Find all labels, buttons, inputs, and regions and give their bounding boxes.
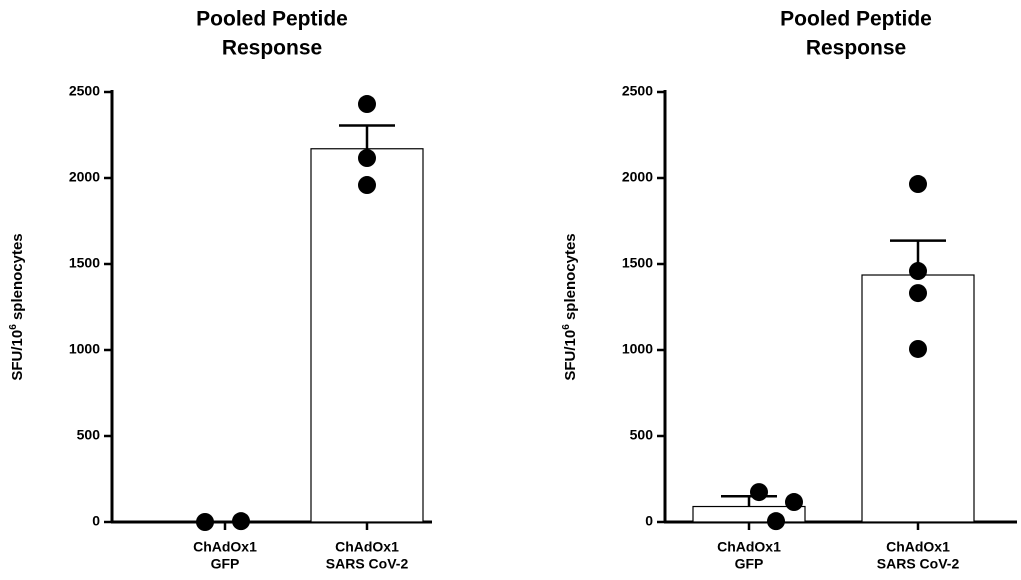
y-axis-label: SFU/106 splenocytes (8, 233, 26, 380)
y-label-rest: splenocytes (9, 233, 26, 324)
data-point (196, 513, 214, 531)
data-point (358, 176, 376, 195)
x-tick-label: GFP (735, 556, 764, 572)
bar (861, 274, 975, 523)
data-point (785, 493, 803, 512)
y-tick-label: 0 (645, 513, 653, 529)
x-tick-label: GFP (211, 556, 240, 572)
y-tick-label: 500 (630, 427, 654, 443)
chart-title: Pooled Peptide (196, 8, 348, 31)
data-point (767, 512, 785, 531)
y-tick-label: 2500 (622, 83, 653, 99)
data-point (358, 149, 376, 168)
y-label-sup: 6 (8, 324, 19, 330)
x-tick-label: SARS CoV-2 (877, 556, 960, 572)
y-tick-label: 2500 (69, 83, 100, 99)
y-tick-label: 500 (77, 427, 101, 443)
x-tick-label: SARS CoV-2 (326, 556, 409, 572)
chart-title: Response (222, 37, 322, 60)
data-point (909, 262, 927, 281)
data-point (750, 483, 768, 502)
chart-title: Response (806, 37, 906, 60)
x-tick-label: ChAdOx1 (717, 539, 781, 555)
chart-title: Pooled Peptide (780, 8, 932, 31)
y-axis-label: SFU/106 splenocytes (561, 233, 579, 380)
data-point (909, 175, 927, 194)
y-tick-label: 2000 (622, 169, 653, 185)
data-point (909, 339, 927, 358)
error-bar (721, 494, 777, 507)
data-point (232, 512, 250, 531)
y-tick-label: 1500 (622, 255, 653, 271)
y-label-sup: 6 (561, 324, 572, 330)
bar (310, 148, 424, 523)
x-tick-label: ChAdOx1 (335, 539, 399, 555)
x-tick-label: ChAdOx1 (886, 539, 950, 555)
y-tick-label: 0 (92, 513, 100, 529)
data-point (909, 284, 927, 303)
y-label-base: SFU/10 (562, 330, 579, 381)
y-label-rest: splenocytes (562, 233, 579, 324)
y-tick-label: 1500 (69, 255, 100, 271)
y-tick-label: 2000 (69, 169, 100, 185)
error-bar (339, 124, 395, 149)
y-tick-label: 1000 (622, 341, 653, 357)
data-point (358, 95, 376, 114)
x-tick-label: ChAdOx1 (193, 539, 257, 555)
y-tick-label: 1000 (69, 341, 100, 357)
y-label-base: SFU/10 (9, 330, 26, 381)
